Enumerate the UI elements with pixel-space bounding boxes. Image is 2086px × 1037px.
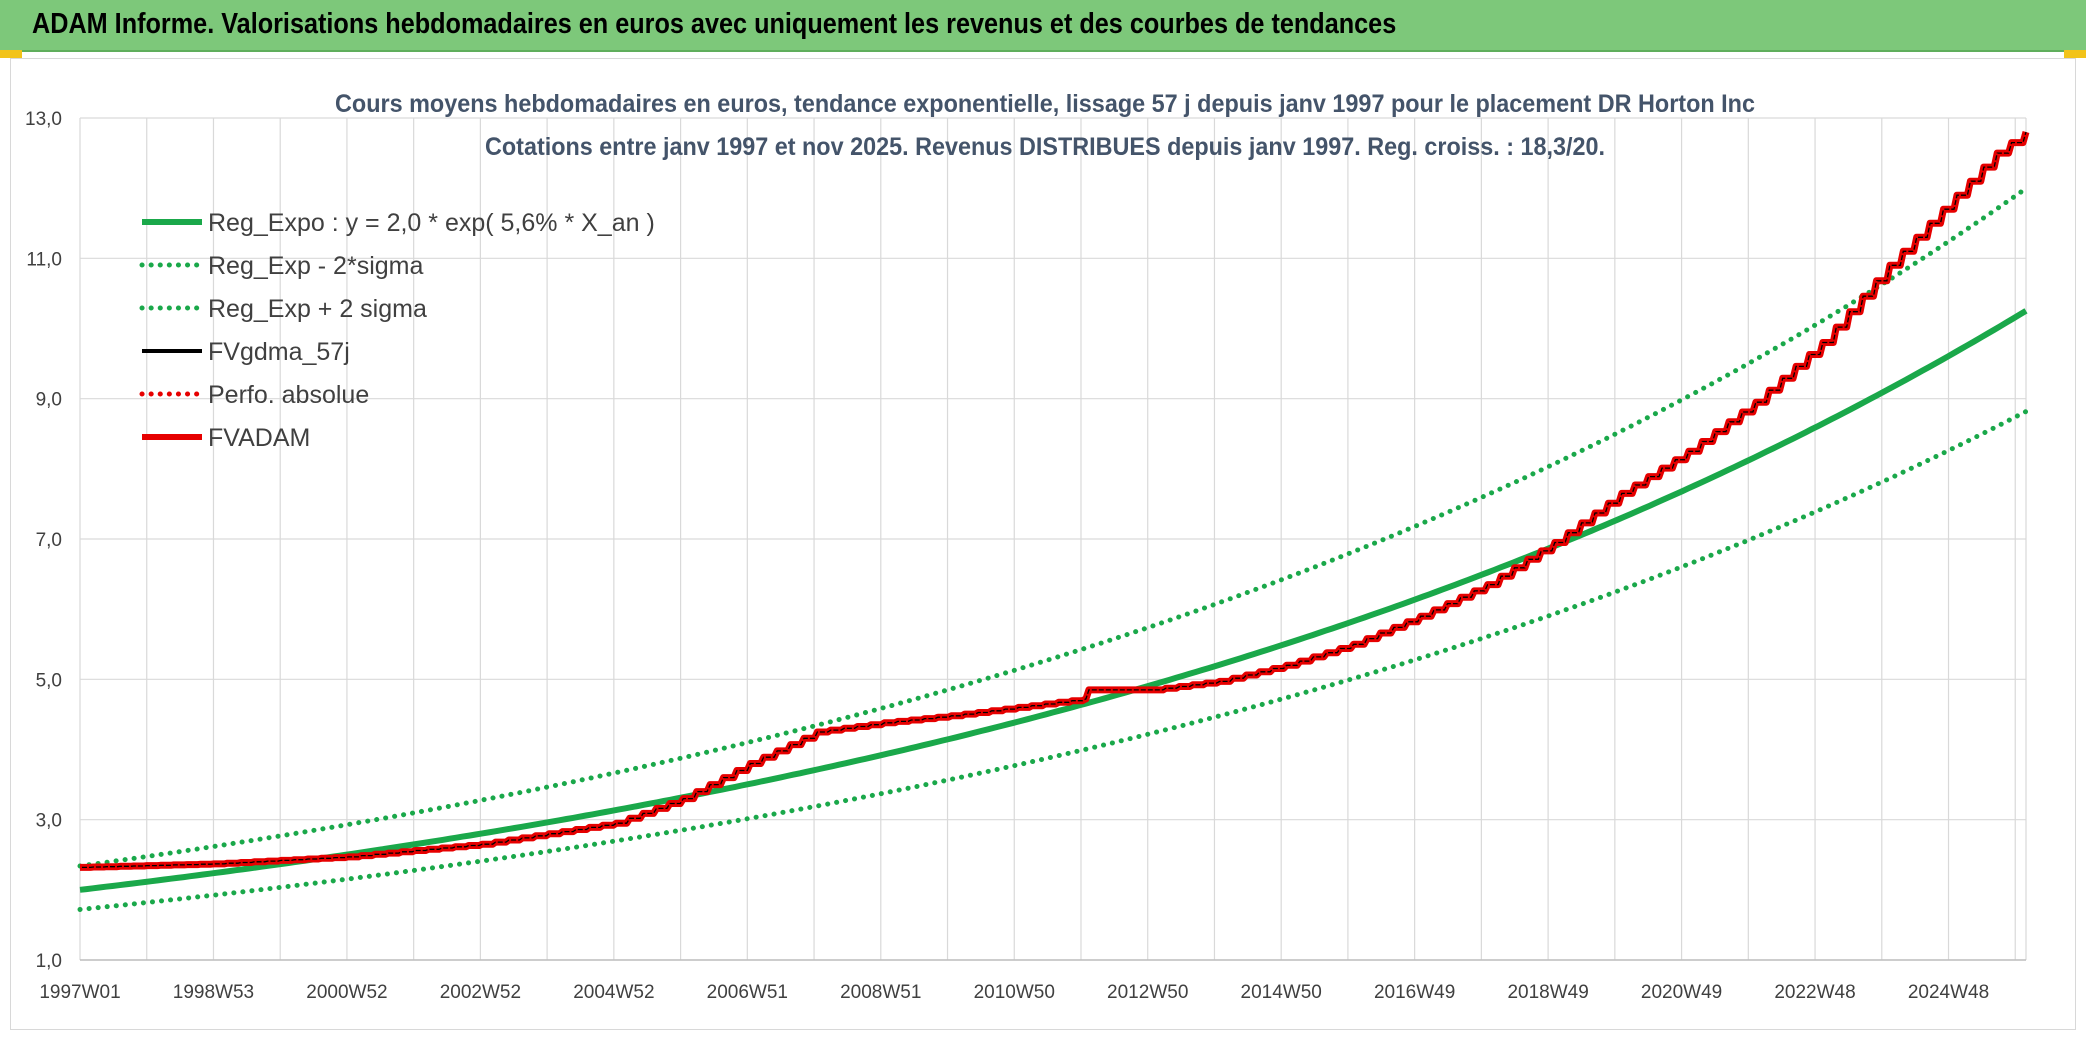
corner-accent-left bbox=[0, 50, 22, 58]
y-tick-label: 7,0 bbox=[36, 530, 62, 551]
x-tick-label: 2004W52 bbox=[573, 982, 654, 1003]
legend: Reg_Expo : y = 2,0 * exp( 5,6% * X_an ) R… bbox=[139, 209, 655, 452]
y-tick-label: 1,0 bbox=[36, 951, 62, 972]
y-tick-label: 13,0 bbox=[25, 109, 62, 130]
reg-exp-plus-2sigma-line bbox=[77, 186, 2029, 869]
report-title: ADAM Informe. Valorisations hebdomadaire… bbox=[32, 8, 1397, 40]
x-tick-label: 2022W48 bbox=[1774, 982, 1855, 1003]
y-tick-label: 5,0 bbox=[36, 670, 62, 691]
legend-label: FVgdma_57j bbox=[208, 338, 350, 366]
x-tick-label: 1998W53 bbox=[173, 982, 254, 1003]
perfo-absolue-line bbox=[80, 131, 2027, 869]
x-tick-label: 2010W50 bbox=[974, 982, 1055, 1003]
legend-label: Perfo. absolue bbox=[208, 381, 369, 409]
chart-title-line2: Cotations entre janv 1997 et nov 2025. R… bbox=[485, 133, 1605, 161]
fvgdma-57j-line bbox=[80, 131, 2027, 869]
chart-title-line1: Cours moyens hebdomadaires en euros, ten… bbox=[335, 90, 1755, 118]
legend-label: FVADAM bbox=[208, 424, 310, 452]
legend-label: Reg_Exp + 2 sigma bbox=[208, 295, 427, 323]
x-tick-label: 2012W50 bbox=[1107, 982, 1188, 1003]
x-tick-label: 2006W51 bbox=[707, 982, 788, 1003]
reg-exp-minus-2sigma-line bbox=[77, 409, 2029, 912]
reg-expo-line bbox=[79, 308, 2028, 893]
x-tick-label: 2020W49 bbox=[1641, 982, 1722, 1003]
header-banner: ADAM Informe. Valorisations hebdomadaire… bbox=[0, 0, 2086, 52]
chart-frame bbox=[10, 58, 2076, 1030]
x-tick-label: 2002W52 bbox=[440, 982, 521, 1003]
x-tick-label: 2008W51 bbox=[840, 982, 921, 1003]
y-tick-label: 9,0 bbox=[36, 390, 62, 411]
x-tick-label: 2016W49 bbox=[1374, 982, 1455, 1003]
x-tick-label: 2018W49 bbox=[1507, 982, 1588, 1003]
x-tick-label: 2024W48 bbox=[1908, 982, 1989, 1003]
x-tick-label: 2014W50 bbox=[1241, 982, 1322, 1003]
x-tick-label: 1997W01 bbox=[39, 982, 120, 1003]
legend-label: Reg_Exp - 2*sigma bbox=[208, 252, 423, 280]
y-tick-label: 11,0 bbox=[26, 249, 62, 270]
axes: 1,0 3,0 5,0 7,0 9,0 11,0 13,0 1997W01 1998W53 200… bbox=[25, 109, 2026, 1003]
legend-label: Reg_Expo : y = 2,0 * exp( 5,6% * X_an ) bbox=[208, 209, 655, 237]
grid bbox=[79, 117, 2027, 961]
x-tick-label: 2000W52 bbox=[306, 982, 387, 1003]
series bbox=[77, 131, 2030, 912]
corner-accent-right bbox=[2064, 50, 2086, 58]
y-tick-label: 3,0 bbox=[36, 811, 62, 832]
fvadam-line bbox=[80, 131, 2030, 871]
